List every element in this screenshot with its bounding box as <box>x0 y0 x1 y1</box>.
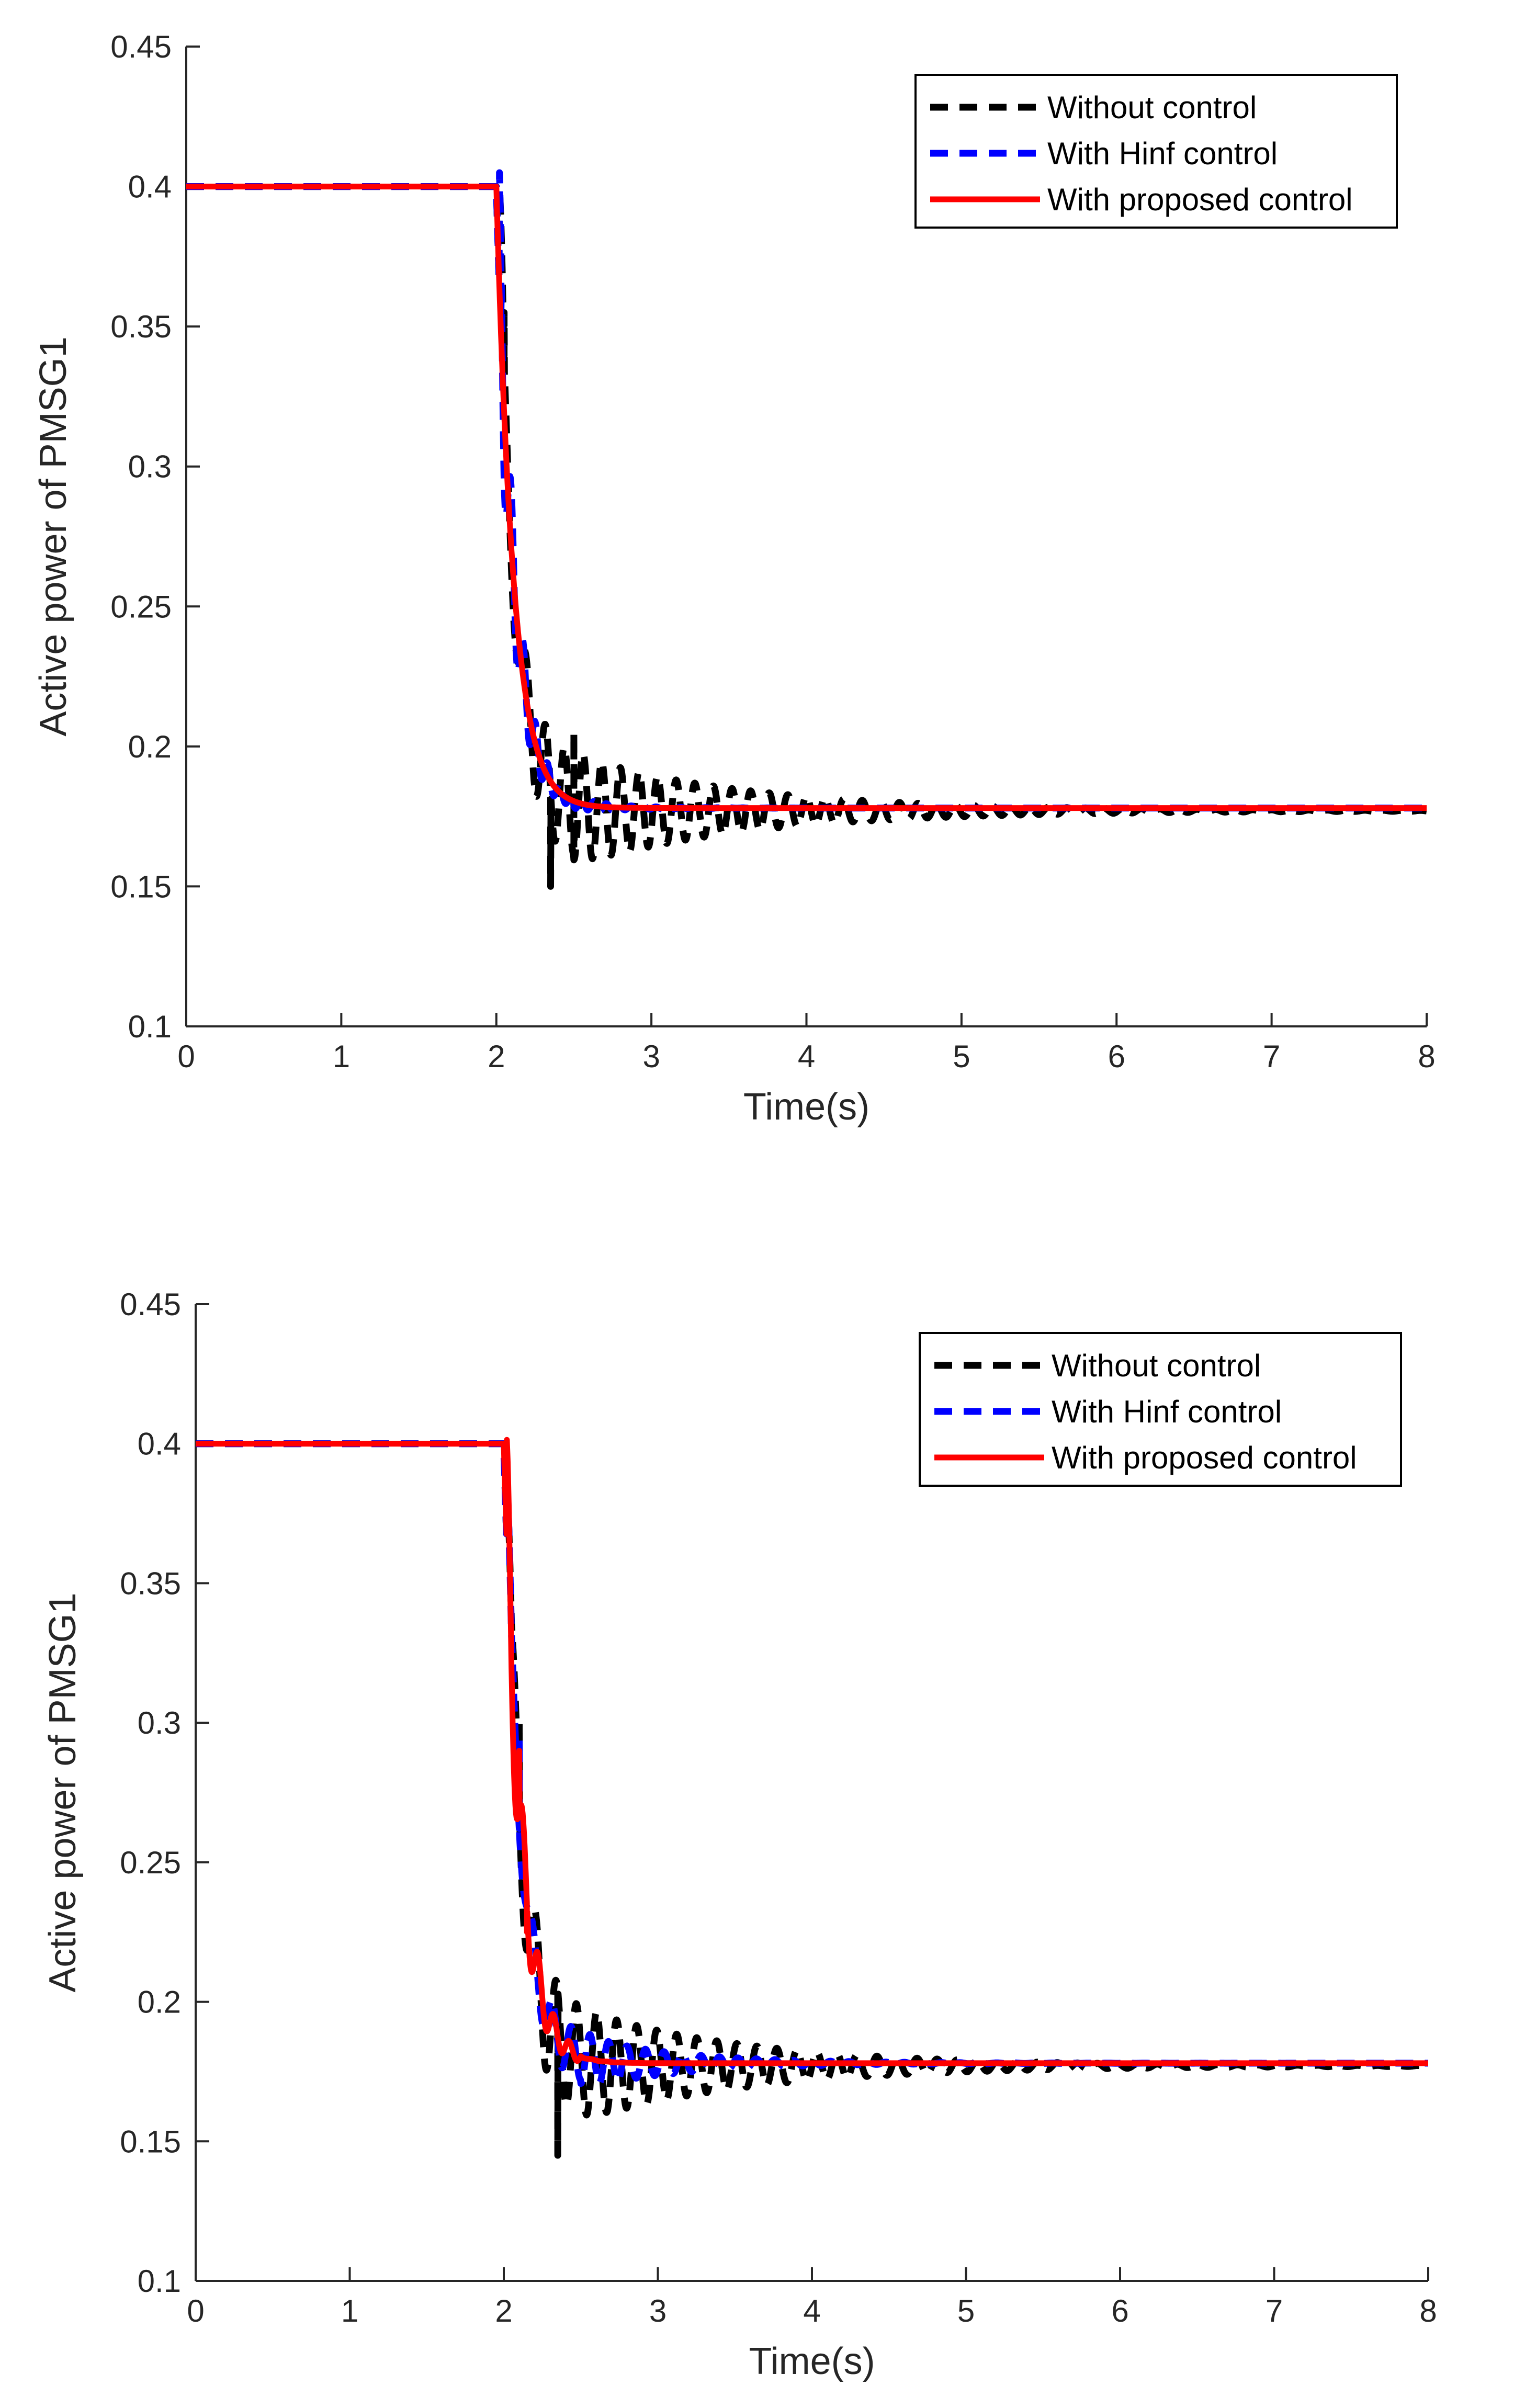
y-tick-label: 0.15 <box>110 869 172 904</box>
x-tick-label: 5 <box>957 2293 975 2328</box>
legend-entry-label: With Hinf control <box>1052 1394 1282 1429</box>
y-tick-label: 0.3 <box>138 1705 181 1740</box>
y-tick-label: 0.35 <box>120 1566 181 1601</box>
x-tick-label: 2 <box>488 1039 505 1074</box>
x-tick-label: 8 <box>1418 1039 1435 1074</box>
x-tick-label: 6 <box>1108 1039 1125 1074</box>
plot-area <box>186 169 1427 890</box>
y-tick-label: 0.4 <box>128 169 172 205</box>
legend: Without control With Hinf control With pro… <box>914 74 1398 229</box>
x-tick-label: 0 <box>177 1039 195 1074</box>
y-tick-label: 0.45 <box>120 1287 181 1322</box>
y-tick-label: 0.25 <box>120 1845 181 1880</box>
legend-entry-label: Without control <box>1047 90 1257 125</box>
y-tick-label: 0.15 <box>120 2124 181 2159</box>
y-tick-label: 0.2 <box>128 729 172 764</box>
y-tick-label: 0.4 <box>138 1427 181 1462</box>
plot-area <box>196 1437 1428 2159</box>
y-tick-label: 0.2 <box>138 1985 181 2020</box>
y-axis-label: Active power of PMSG1 <box>32 336 74 736</box>
legend: Without control With Hinf control With pro… <box>919 1332 1402 1487</box>
x-tick-label: 7 <box>1263 1039 1280 1074</box>
chart-top: 0 1 2 3 4 5 6 7 8 0.1 0.15 0.2 0.25 0.3 0.35 0.4 0.45 Tim… <box>32 29 1436 1128</box>
series-line-with-proposed-control <box>186 184 1427 811</box>
x-tick-label: 3 <box>642 1039 660 1074</box>
x-tick-label: 3 <box>649 2293 667 2328</box>
y-tick-label: 0.35 <box>110 309 172 344</box>
legend-entry-label: With proposed control <box>1052 1440 1357 1475</box>
x-tick-label: 1 <box>341 2293 358 2328</box>
x-tick-label: 2 <box>495 2293 512 2328</box>
x-tick-label: 4 <box>798 1039 815 1074</box>
chart-bottom: 0 1 2 3 4 5 6 7 8 0.1 0.15 0.2 0.25 0.3 0.35 0.4 0.45 Tim… <box>42 1287 1437 2382</box>
x-tick-label: 5 <box>953 1039 970 1074</box>
y-tick-label: 0.45 <box>110 29 172 64</box>
y-tick-label: 0.1 <box>138 2264 181 2299</box>
y-tick-label: 0.1 <box>128 1009 172 1044</box>
y-tick-label: 0.3 <box>128 449 172 484</box>
x-tick-label: 0 <box>187 2293 204 2328</box>
legend-entry-label: Without control <box>1052 1348 1261 1383</box>
x-tick-label: 7 <box>1266 2293 1283 2328</box>
x-tick-label: 4 <box>803 2293 820 2328</box>
y-axis-label: Active power of PMSG1 <box>42 1592 84 1992</box>
series-line-with-proposed-control <box>196 1437 1428 2066</box>
legend-entry-label: With Hinf control <box>1047 136 1278 171</box>
x-tick-label: 8 <box>1419 2293 1437 2328</box>
legend-entry-label: With proposed control <box>1047 182 1353 217</box>
x-tick-label: 1 <box>333 1039 350 1074</box>
x-tick-label: 6 <box>1111 2293 1128 2328</box>
x-axis-label: Time(s) <box>743 1086 869 1128</box>
y-tick-label: 0.25 <box>110 589 172 624</box>
x-axis-label: Time(s) <box>749 2341 875 2382</box>
